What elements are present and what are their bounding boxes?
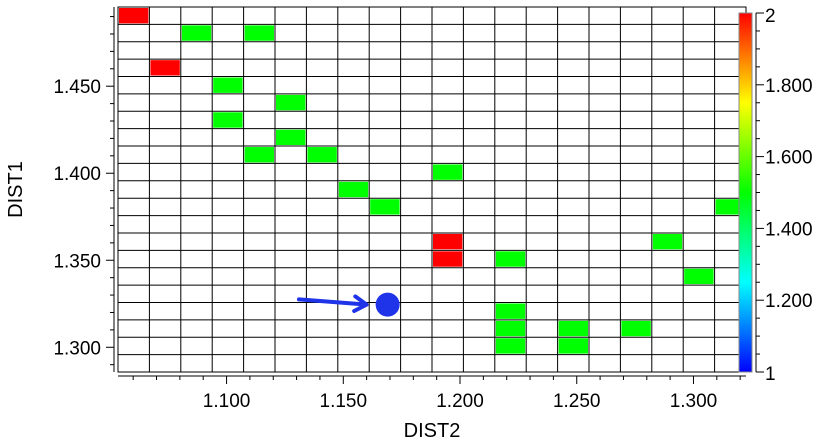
y-tick-label: 1.300	[53, 338, 101, 359]
heatmap-cell	[307, 147, 337, 163]
colorbar-tick-label: 1.400	[765, 219, 813, 240]
heatmap-cell	[558, 338, 588, 354]
colorbar-gradient	[738, 12, 753, 373]
heatmap-cell	[119, 8, 149, 24]
arrow-head	[352, 294, 369, 314]
colorbar-tick-label: 1.600	[765, 148, 813, 169]
x-tick-label: 1.250	[553, 391, 601, 412]
annotations	[296, 292, 400, 317]
heatmap-cell	[652, 233, 683, 250]
x-tick-label: 1.200	[436, 391, 484, 412]
heatmap-cell	[495, 338, 526, 354]
x-axis-title: DIST2	[404, 420, 461, 441]
heatmap-cell	[213, 77, 243, 93]
heatmap-cell	[433, 233, 463, 250]
x-tick-label: 1.100	[203, 391, 251, 412]
arrow-shaft	[296, 297, 363, 307]
heatmap-cell	[181, 25, 212, 41]
heatmap-cell	[213, 112, 243, 128]
heatmap-cell	[244, 25, 274, 41]
heatmap-cell	[244, 147, 274, 163]
heatmap-grid	[118, 7, 746, 372]
heatmap-cell	[370, 199, 400, 215]
marker-point	[375, 292, 400, 317]
y-tick-label: 1.350	[53, 251, 101, 272]
colorbar-tick-label: 1	[765, 364, 776, 385]
heatmap-cell	[495, 320, 526, 337]
y-axis-title: DIST1	[5, 161, 27, 218]
x-tick-label: 1.150	[320, 391, 368, 412]
colorbar-tick-label: 1.200	[765, 291, 813, 312]
x-axis: 1.100 1.150 1.200 1.250 1.300	[118, 375, 746, 412]
y-tick-label: 1.400	[53, 164, 101, 185]
y-tick-label: 1.450	[53, 77, 101, 98]
heatmap-cell	[495, 251, 526, 267]
y-axis: 1.300 1.350 1.400 1.450	[53, 7, 115, 372]
heatmap-cells	[119, 8, 745, 354]
heatmap-cell	[276, 129, 306, 146]
heatmap-cell	[621, 320, 651, 337]
heatmap-cell	[684, 268, 714, 285]
heatmap-cell	[338, 181, 369, 198]
colorbar-tick-label: 1.800	[765, 76, 813, 97]
heatmap-cell	[150, 60, 180, 76]
heatmap-cell	[495, 303, 526, 319]
heatmap-cell	[558, 320, 588, 337]
colorbar-tick-label: 2	[765, 6, 776, 27]
heatmap-cell	[433, 164, 463, 180]
x-tick-label: 1.300	[670, 391, 718, 412]
heatmap-cell	[715, 199, 745, 215]
heatmap-cell	[433, 251, 463, 267]
heatmap-cell	[276, 94, 306, 111]
colorbar: 1 1.200 1.400 1.600 1.800 2	[738, 6, 813, 385]
